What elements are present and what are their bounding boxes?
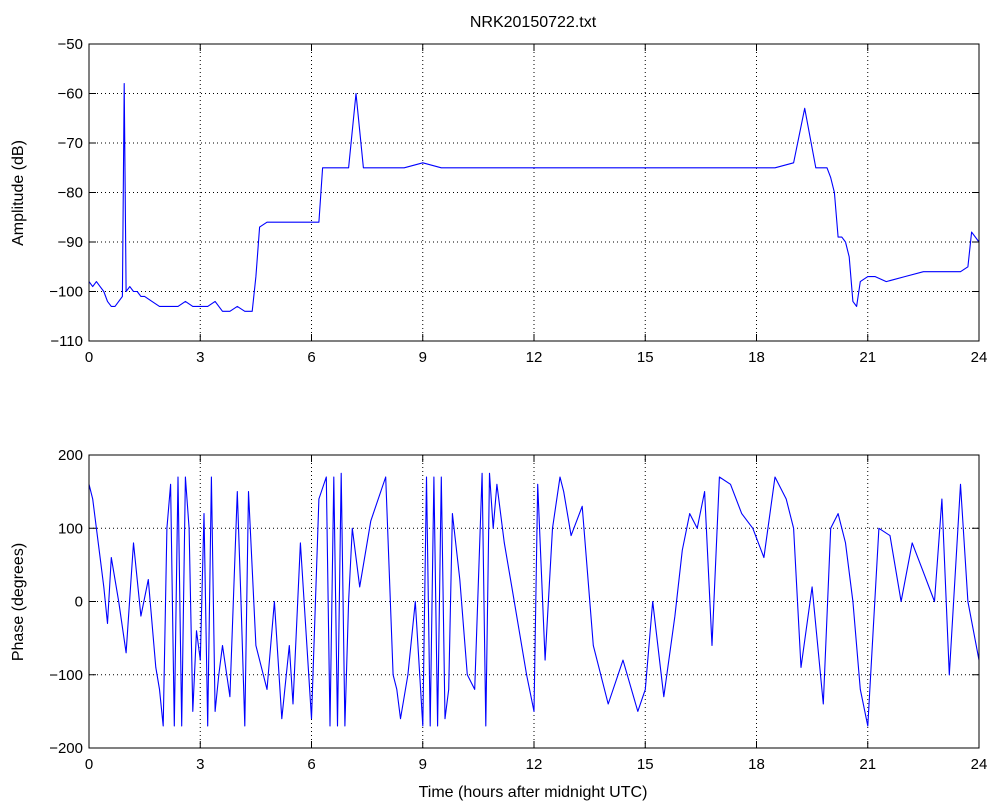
amplitude-y-tick-label: −80 bbox=[58, 185, 83, 202]
amplitude-y-tick-label: −100 bbox=[49, 284, 83, 301]
phase-x-axis-label: Time (hours after midnight UTC) bbox=[419, 784, 648, 801]
amplitude-x-tick-label: 24 bbox=[971, 349, 988, 366]
phase-y-tick-label: 200 bbox=[58, 447, 83, 464]
amplitude-ticks: 0 3 6 9 12 15 18 21 24 −110 −100 −90 −80 −70 −60 −50 bbox=[49, 36, 987, 366]
amplitude-y-axis-label: Amplitude (dB) bbox=[10, 140, 27, 246]
phase-x-tick-label: 24 bbox=[971, 756, 988, 773]
phase-x-tick-label: 15 bbox=[637, 756, 654, 773]
phase-trace-layer bbox=[88, 472, 980, 727]
amplitude-series-line bbox=[88, 83, 980, 312]
phase-x-tick-label: 6 bbox=[307, 756, 315, 773]
phase-x-tick-label: 3 bbox=[196, 756, 204, 773]
amplitude-panel: NRK20150722.txt 0 3 6 9 12 15 18 21 24 −110 −100 −9… bbox=[10, 14, 987, 366]
amplitude-x-tick-label: 3 bbox=[196, 349, 204, 366]
amplitude-x-tick-label: 18 bbox=[748, 349, 765, 366]
phase-y-tick-label: 100 bbox=[58, 520, 83, 537]
amplitude-x-tick-label: 0 bbox=[85, 349, 93, 366]
amplitude-trace-layer bbox=[88, 83, 980, 312]
phase-ticks: 0 3 6 9 12 15 18 21 24 −200 −100 0 100 200 bbox=[49, 447, 987, 773]
phase-y-tick-label: −200 bbox=[49, 740, 83, 757]
amplitude-y-tick-label: −110 bbox=[50, 333, 83, 350]
phase-y-tick-label: −100 bbox=[49, 667, 83, 684]
phase-series-line bbox=[88, 472, 980, 727]
amplitude-x-tick-label: 12 bbox=[526, 349, 543, 366]
amplitude-x-tick-label: 15 bbox=[637, 349, 654, 366]
phase-x-tick-label: 9 bbox=[419, 756, 427, 773]
phase-y-tick-label: 0 bbox=[75, 594, 83, 611]
phase-x-tick-label: 0 bbox=[85, 756, 93, 773]
phase-x-tick-label: 12 bbox=[526, 756, 543, 773]
amplitude-y-tick-label: −60 bbox=[58, 86, 83, 103]
amplitude-x-tick-label: 6 bbox=[307, 349, 315, 366]
amplitude-y-tick-label: −90 bbox=[58, 234, 83, 251]
amplitude-x-tick-label: 21 bbox=[859, 349, 876, 366]
phase-x-tick-label: 21 bbox=[859, 756, 876, 773]
phase-panel: 0 3 6 9 12 15 18 21 24 −200 −100 0 100 200 Phase (deg… bbox=[10, 447, 987, 801]
chart-title: NRK20150722.txt bbox=[470, 14, 597, 31]
amplitude-y-tick-label: −70 bbox=[58, 135, 83, 152]
phase-x-tick-label: 18 bbox=[748, 756, 765, 773]
amplitude-grid bbox=[89, 44, 979, 341]
amplitude-x-tick-label: 9 bbox=[419, 349, 427, 366]
phase-y-axis-label: Phase (degrees) bbox=[10, 543, 27, 661]
amplitude-y-tick-label: −50 bbox=[58, 36, 83, 53]
